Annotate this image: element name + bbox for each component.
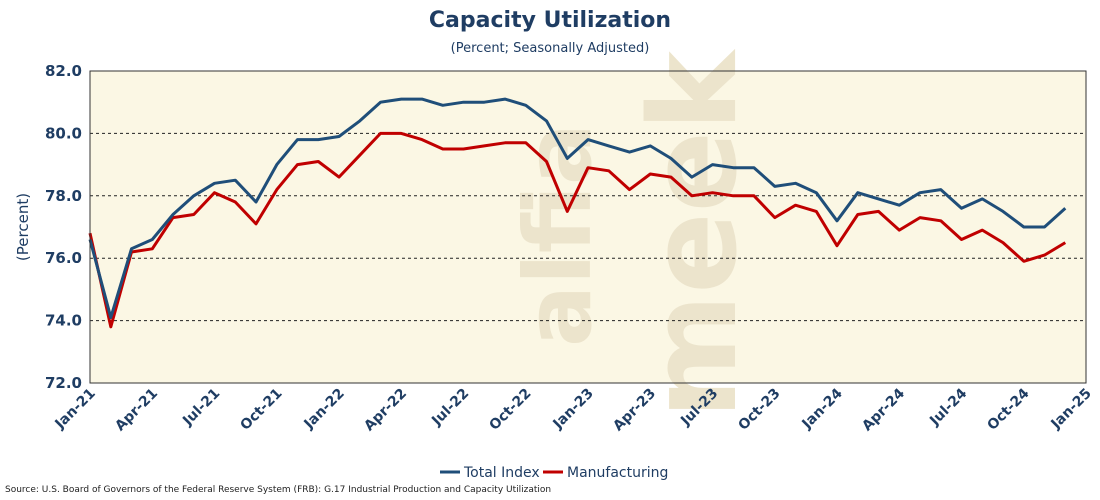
plot-frame: [89, 70, 1087, 384]
x-tick-label: Jan-22: [301, 386, 348, 433]
y-tick-label: 78.0: [45, 187, 82, 205]
x-tick-label: Jan-24: [799, 385, 846, 432]
y-tick-label: 72.0: [45, 374, 82, 392]
y-tick-label: 82.0: [45, 62, 82, 80]
series-line-manufacturing: [88, 131, 1067, 329]
series-lines: [88, 97, 1067, 329]
chart-subtitle: (Percent; Seasonally Adjusted): [450, 41, 650, 56]
x-tick-label: Oct-22: [486, 386, 534, 434]
x-tick-label: Apr-24: [859, 385, 908, 434]
chart-title: Capacity Utilization: [428, 8, 672, 33]
source-note: Source: U.S. Board of Governors of the F…: [5, 485, 552, 495]
plot-area: [90, 71, 1086, 383]
legend: Total Index Manufacturing: [440, 465, 668, 481]
y-axis-label: (Percent): [14, 193, 32, 261]
x-tick-label: Jan-25: [1048, 386, 1095, 433]
x-tick-label: Jul-21: [179, 386, 223, 430]
watermark-text-2: meek: [625, 48, 764, 419]
watermark: alfia meek: [505, 48, 764, 419]
y-axis-ticks: 72.0 74.0 76.0 78.0 80.0 82.0: [45, 62, 82, 392]
legend-label: Manufacturing: [567, 465, 668, 481]
y-tick-label: 80.0: [45, 124, 82, 142]
gridlines: [90, 132, 1086, 322]
x-tick-label: Oct-24: [984, 385, 1032, 433]
x-tick-label: Oct-21: [237, 386, 285, 434]
legend-label: Total Index: [463, 465, 540, 481]
x-tick-label: Jul-22: [428, 386, 472, 430]
y-tick-label: 76.0: [45, 249, 82, 267]
watermark-text-1: alfia: [505, 123, 612, 347]
x-tick-label: Jan-21: [52, 386, 99, 433]
x-tick-label: Jul-24: [926, 385, 970, 429]
y-tick-label: 74.0: [45, 312, 82, 330]
x-tick-label: Apr-21: [112, 386, 161, 435]
x-axis-ticks: Jan-21 Apr-21 Jul-21 Oct-21 Jan-22 Apr-22 Jul-…: [52, 385, 1095, 434]
x-tick-label: Jan-23: [550, 386, 597, 433]
x-tick-label: Apr-22: [361, 386, 410, 435]
series-line-total-index: [88, 97, 1067, 319]
